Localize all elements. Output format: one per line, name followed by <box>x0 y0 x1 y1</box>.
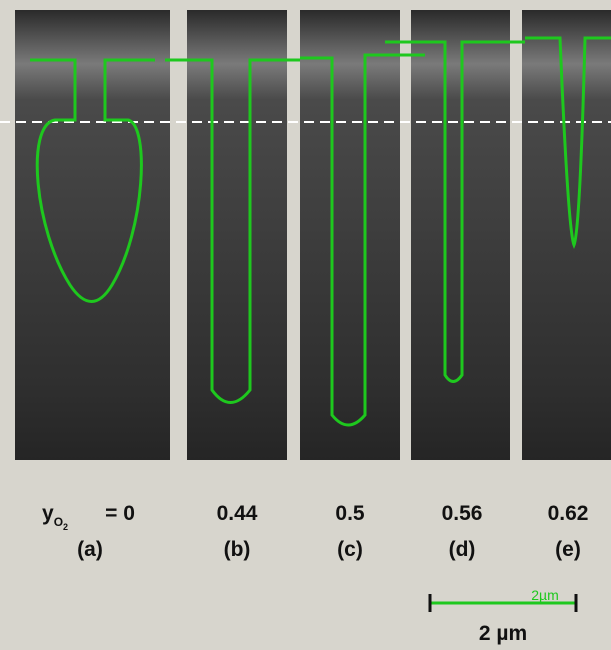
var: y <box>42 502 54 525</box>
panel-value: 0.56 <box>442 502 483 525</box>
figure-svg: yO2 = 0 (a) 0.44 (b) 0.5 (c) 0.56 (d) 0.… <box>0 0 611 650</box>
scale-overlay-label: 2µm <box>531 587 559 603</box>
panel-letter: (d) <box>449 538 476 561</box>
panel-letter: (b) <box>224 538 251 561</box>
panel-value: 0.5 <box>335 502 365 525</box>
panel-value: = 0 <box>105 502 135 525</box>
figure: yO2 = 0 (a) 0.44 (b) 0.5 (c) 0.56 (d) 0.… <box>0 0 611 650</box>
panel-image <box>15 10 170 460</box>
scale-label: 2 µm <box>479 622 527 645</box>
panel-image <box>522 10 611 460</box>
panel-image <box>300 10 400 460</box>
panel-value: 0.44 <box>217 502 258 525</box>
sub: O <box>54 515 63 529</box>
subsub: 2 <box>63 522 68 532</box>
panel-value: 0.62 <box>548 502 589 525</box>
panel-letter: (a) <box>77 538 103 561</box>
panel-letter: (c) <box>337 538 363 561</box>
panel-image <box>187 10 287 460</box>
panel-letter: (e) <box>555 538 581 561</box>
